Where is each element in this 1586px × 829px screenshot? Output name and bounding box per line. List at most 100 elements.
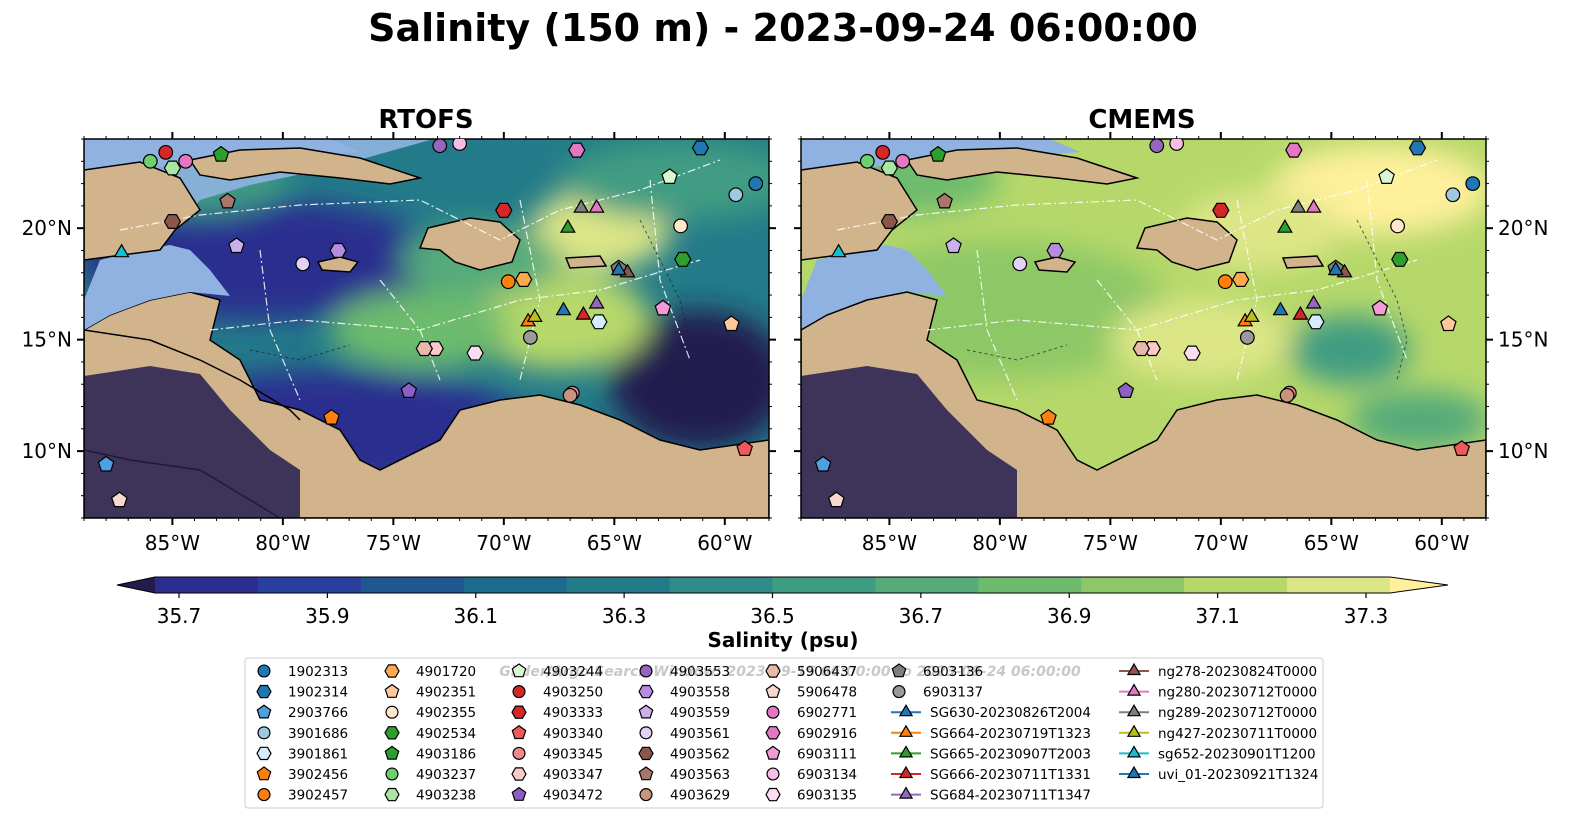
colorbar-segment <box>1184 577 1288 593</box>
y-tick-label: 15°N <box>1498 328 1548 352</box>
platform-marker-4903186 <box>929 145 947 162</box>
x-tick-label: 75°W <box>366 531 421 555</box>
legend-marker-uvi_01-20230921t1324 <box>1126 765 1142 779</box>
platform-marker-3902456 <box>323 408 340 425</box>
legend-label: 6903134 <box>797 767 857 783</box>
panel-title-rtofs: RTOFS <box>378 105 473 135</box>
platform-marker-sg652-20230901t1200 <box>830 243 847 258</box>
platform-marker-4903563 <box>219 192 236 209</box>
legend-marker-6902771 <box>766 705 780 719</box>
platform-marker-4902351 <box>1440 315 1457 332</box>
map-rtofs <box>84 139 769 518</box>
platform-markers-cmems <box>814 139 1481 508</box>
legend-marker-3902457 <box>257 788 271 802</box>
legend-marker-4903558 <box>638 684 654 699</box>
bathymetry-contours <box>249 219 691 381</box>
legend-label: ng280-20230712T0000 <box>1158 685 1317 701</box>
legend-marker-4903238 <box>384 787 400 802</box>
colorbar-segment <box>1287 577 1391 593</box>
colorbar-tick-label: 35.7 <box>157 604 202 628</box>
platform-marker-sg665-20230907t2003 <box>559 218 576 233</box>
platform-marker-4903244 <box>1378 168 1395 184</box>
y-tick-label: 20°N <box>1498 216 1548 240</box>
legend-marker-sg664-20230719t1323 <box>898 724 914 737</box>
x-tick-label: 80°W <box>255 531 310 555</box>
platform-marker-6902771 <box>178 153 194 169</box>
colorbar-tick-label: 36.5 <box>750 604 795 628</box>
colorbar-tick-label: 37.3 <box>1344 604 1389 628</box>
x-tick-label: 70°W <box>476 531 531 555</box>
legend-marker-ng280-20230712t0000 <box>1126 683 1142 696</box>
platform-marker-4903553 <box>1149 139 1165 154</box>
platform-marker-6902916 <box>1285 142 1303 158</box>
axes-frame-rtofs <box>83 138 770 519</box>
legend-label: 3902457 <box>288 788 348 804</box>
legend-marker-4903559 <box>638 704 654 719</box>
platform-marker-4903553 <box>432 139 448 154</box>
platform-marker-4903340 <box>1453 440 1471 456</box>
eez-boundaries <box>119 159 721 401</box>
legend-label: 3902456 <box>288 767 348 783</box>
platform-marker-5906437 <box>415 341 433 357</box>
legend: 1902313 1902314 2903766 3901686 3901861 39024… <box>256 662 1318 804</box>
platform-marker-6903134 <box>452 139 468 151</box>
bathymetry-contours <box>966 219 1408 381</box>
legend-label: 4903237 <box>416 767 476 783</box>
legend-label: uvi_01-20230921T1324 <box>1158 767 1318 783</box>
legend-label: sg652-20230901T1200 <box>1158 746 1316 762</box>
platform-marker-4903562 <box>163 214 182 229</box>
platform-marker-4902351 <box>723 315 740 332</box>
legend-marker-4903333 <box>511 705 527 719</box>
platform-marker-4902355 <box>1390 218 1406 234</box>
platform-marker-6902771 <box>895 153 911 169</box>
legend-marker-4901720 <box>384 664 400 678</box>
x-tick-label: 85°W <box>145 531 200 555</box>
platform-marker-4903244 <box>661 168 678 184</box>
legend-label: ng289-20230712T0000 <box>1158 705 1317 721</box>
legend-label: ng278-20230824T0000 <box>1158 664 1317 680</box>
x-tick-label: 70°W <box>1193 531 1248 555</box>
colorbar-segment <box>155 577 259 593</box>
colorbar-segment <box>257 577 362 593</box>
platform-marker-sg652-20230901t1200 <box>113 243 130 258</box>
panel-rtofs: RTOFS <box>22 105 776 555</box>
honduras-shelf <box>801 245 947 330</box>
legend-marker-1902314 <box>256 684 272 699</box>
platform-marker-2903766 <box>97 455 115 472</box>
legend-marker-4903563 <box>638 766 654 781</box>
platform-marker-uvi_01-20230921t1324 <box>610 261 627 276</box>
legend-label: 4901720 <box>416 664 476 680</box>
platform-marker-uvi_01-20230921t1324 <box>1327 261 1344 276</box>
legend-marker-5906437 <box>765 664 781 678</box>
legend-marker-4903237 <box>385 767 399 781</box>
legend-label: 1902314 <box>288 685 348 701</box>
legend-marker-4902355 <box>385 705 399 719</box>
platform-marker-3902457 <box>500 274 516 290</box>
colorbar-outline <box>116 576 1449 594</box>
legend-label: SG664-20230719T1323 <box>930 726 1091 742</box>
legend-label: 6903111 <box>797 746 857 762</box>
platform-marker-ng289-20230712t0000 <box>573 198 590 213</box>
platform-marker-4901720 <box>1232 271 1250 287</box>
platform-marker-6903111 <box>1371 299 1389 316</box>
colorbar-extend-high <box>1390 577 1448 593</box>
platform-marker-6902916 <box>568 142 586 158</box>
legend-label: SG665-20230907T2003 <box>930 746 1091 762</box>
legend-label: 4903347 <box>543 767 603 783</box>
legend-marker-6902916 <box>765 726 781 740</box>
colorbar-tick-label: 36.3 <box>602 604 647 628</box>
platform-marker-4902534 <box>1391 251 1409 267</box>
platform-marker-4903250 <box>158 144 174 160</box>
legend-label: 4903186 <box>416 746 476 762</box>
colorbar-segment <box>463 577 568 593</box>
platform-marker-3902456 <box>1040 408 1057 425</box>
platform-marker-4903561 <box>1012 256 1028 272</box>
platform-marker-4903629 <box>1279 387 1295 403</box>
legend-marker-4902351 <box>384 683 400 698</box>
axis-ticks-cmems: 85°W 80°W 75°W 70°W 65°W 60°W 10°N 15°N 20°N <box>794 132 1548 555</box>
legend-label: 6903135 <box>797 788 857 804</box>
legend-marker-sg665-20230907t2003 <box>898 745 914 758</box>
legend-marker-4903186 <box>384 745 400 760</box>
legend-marker-4903340 <box>511 725 527 740</box>
x-tick-label: 80°W <box>972 531 1027 555</box>
